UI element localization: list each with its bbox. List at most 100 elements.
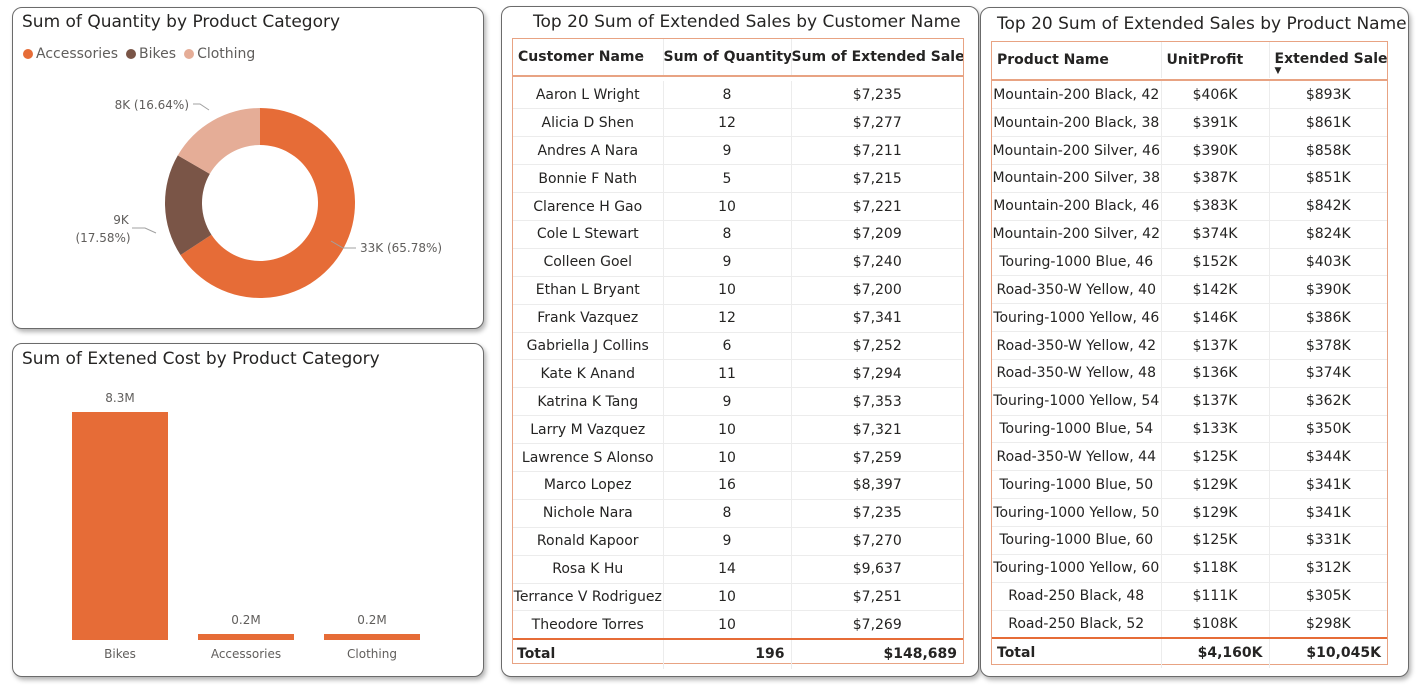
legend-item-clothing[interactable]: Clothing bbox=[184, 46, 255, 62]
customer-row[interactable]: Alicia D Shen 12 $7,277 bbox=[513, 108, 963, 138]
product-row[interactable]: Touring-1000 Yellow, 60 $118K $312K bbox=[992, 554, 1387, 583]
quantity-cell: 10 bbox=[662, 610, 791, 640]
extended-sales-cell: $7,221 bbox=[790, 192, 963, 221]
customer-name-cell: Katrina K Tang bbox=[513, 387, 663, 417]
product-name-cell: Mountain-200 Black, 42 bbox=[992, 81, 1161, 110]
column-header-product-name[interactable]: Product Name bbox=[997, 52, 1109, 68]
customer-row[interactable]: Theodore Torres 10 $7,269 bbox=[513, 610, 963, 640]
customer-row[interactable]: Frank Vazquez 12 $7,341 bbox=[513, 304, 963, 333]
product-row[interactable]: Mountain-200 Black, 38 $391K $861K bbox=[992, 108, 1387, 138]
bar-bikes[interactable] bbox=[72, 412, 168, 640]
quantity-cell: 11 bbox=[662, 359, 791, 389]
product-row[interactable]: Touring-1000 Blue, 50 $129K $341K bbox=[992, 470, 1387, 500]
extended-sales-cell: $390K bbox=[1268, 275, 1387, 305]
product-row[interactable]: Touring-1000 Blue, 54 $133K $350K bbox=[992, 415, 1387, 444]
leader-line-clothing bbox=[193, 103, 210, 111]
unitprofit-cell: $125K bbox=[1160, 526, 1269, 555]
bar-accessories[interactable] bbox=[198, 634, 294, 640]
extended-sales-cell: $7,270 bbox=[790, 527, 963, 556]
product-row[interactable]: Road-250 Black, 48 $111K $305K bbox=[992, 582, 1387, 611]
extended-sales-cell: $378K bbox=[1268, 331, 1387, 360]
donut-chart-title: Sum of Quantity by Product Category bbox=[22, 12, 341, 32]
customer-row[interactable]: Andres A Nara 9 $7,211 bbox=[513, 136, 963, 166]
product-row[interactable]: Mountain-200 Black, 46 $383K $842K bbox=[992, 192, 1387, 221]
unitprofit-cell: $374K bbox=[1160, 220, 1269, 249]
extended-sales-cell: $842K bbox=[1268, 192, 1387, 221]
customer-total-quantity: 196 bbox=[662, 637, 791, 669]
quantity-cell: 10 bbox=[662, 415, 791, 445]
product-row[interactable]: Road-350-W Yellow, 48 $136K $374K bbox=[992, 359, 1387, 388]
quantity-cell: 9 bbox=[662, 248, 791, 277]
product-row[interactable]: Touring-1000 Blue, 46 $152K $403K bbox=[992, 248, 1387, 277]
extended-sales-cell: $858K bbox=[1268, 136, 1387, 166]
product-name-cell: Road-350-W Yellow, 40 bbox=[992, 275, 1161, 305]
product-row[interactable]: Road-250 Black, 52 $108K $298K bbox=[992, 610, 1387, 639]
extended-sales-cell: $7,251 bbox=[790, 583, 963, 612]
quantity-cell: 12 bbox=[662, 304, 791, 333]
legend-dot-clothing bbox=[184, 49, 195, 59]
donut-slice-bikes[interactable] bbox=[165, 155, 212, 256]
extended-sales-cell: $7,353 bbox=[790, 387, 963, 417]
customer-row[interactable]: Larry M Vazquez 10 $7,321 bbox=[513, 415, 963, 445]
donut-slice-clothing[interactable] bbox=[177, 108, 260, 174]
customer-row[interactable]: Ronald Kapoor 9 $7,270 bbox=[513, 527, 963, 556]
customer-row[interactable]: Terrance V Rodriguez 10 $7,251 bbox=[513, 583, 963, 612]
product-table-card: Top 20 Sum of Extended Sales by Product … bbox=[980, 7, 1409, 677]
bar-chart: 8.3M Bikes 0.2M Accessories 0.2M Clothing bbox=[72, 391, 420, 661]
sort-descending-icon: ▼ bbox=[1274, 66, 1282, 76]
product-row[interactable]: Touring-1000 Blue, 60 $125K $331K bbox=[992, 526, 1387, 555]
leader-line-accessories bbox=[330, 240, 356, 249]
unitprofit-cell: $137K bbox=[1160, 331, 1269, 360]
donut-chart: 8K (16.64%) 9K (17.58%) 33K (65.78%) bbox=[75, 98, 442, 298]
column-header-sum-of-quantity[interactable]: Sum of Quantity bbox=[662, 39, 791, 75]
product-row[interactable]: Mountain-200 Silver, 42 $374K $824K bbox=[992, 220, 1387, 249]
customer-row[interactable]: Clarence H Gao 10 $7,221 bbox=[513, 192, 963, 221]
customer-total-row: Total 196 $148,689 bbox=[513, 637, 963, 669]
donut-slice-accessories[interactable] bbox=[180, 108, 355, 298]
customer-row[interactable]: Gabriella J Collins 6 $7,252 bbox=[513, 332, 963, 361]
customer-row[interactable]: Nichole Nara 8 $7,235 bbox=[513, 499, 963, 528]
product-row[interactable]: Road-350-W Yellow, 44 $125K $344K bbox=[992, 442, 1387, 472]
extended-sales-cell: $7,235 bbox=[790, 499, 963, 528]
customer-total-label: Total bbox=[513, 637, 663, 669]
product-name-cell: Touring-1000 Yellow, 50 bbox=[992, 498, 1161, 527]
extended-sales-cell: $7,341 bbox=[790, 304, 963, 333]
customer-row[interactable]: Kate K Anand 11 $7,294 bbox=[513, 359, 963, 389]
legend-item-bikes[interactable]: Bikes bbox=[126, 46, 176, 62]
customer-row[interactable]: Cole L Stewart 8 $7,209 bbox=[513, 220, 963, 249]
extended-sales-cell: $9,637 bbox=[790, 555, 963, 584]
column-header-extended-sales[interactable]: Extended Sales ▼ bbox=[1268, 42, 1387, 78]
extended-sales-cell: $861K bbox=[1268, 108, 1387, 138]
legend-item-accessories[interactable]: Accessories bbox=[23, 46, 118, 62]
bar-clothing[interactable] bbox=[324, 634, 420, 640]
customer-row[interactable]: Colleen Goel 9 $7,240 bbox=[513, 248, 963, 277]
extended-sales-cell: $893K bbox=[1268, 81, 1387, 110]
customer-row[interactable]: Marco Lopez 16 $8,397 bbox=[513, 471, 963, 500]
customer-row[interactable]: Aaron L Wright 8 $7,235 bbox=[513, 81, 963, 110]
unitprofit-cell: $108K bbox=[1160, 610, 1269, 639]
customer-row[interactable]: Bonnie F Nath 5 $7,215 bbox=[513, 164, 963, 194]
customer-row[interactable]: Lawrence S Alonso 10 $7,259 bbox=[513, 443, 963, 472]
column-header-sum-of-extended-sales[interactable]: Sum of Extended Sales bbox=[790, 39, 963, 75]
customer-row[interactable]: Katrina K Tang 9 $7,353 bbox=[513, 387, 963, 417]
column-header-customer-name[interactable]: Customer Name bbox=[518, 49, 644, 65]
product-row[interactable]: Mountain-200 Black, 42 $406K $893K bbox=[992, 81, 1387, 110]
product-row[interactable]: Mountain-200 Silver, 46 $390K $858K bbox=[992, 136, 1387, 166]
product-name-cell: Road-250 Black, 48 bbox=[992, 582, 1161, 611]
product-row[interactable]: Touring-1000 Yellow, 46 $146K $386K bbox=[992, 303, 1387, 333]
customer-row[interactable]: Ethan L Bryant 10 $7,200 bbox=[513, 276, 963, 305]
product-row[interactable]: Mountain-200 Silver, 38 $387K $851K bbox=[992, 164, 1387, 193]
product-total-row: Total $4,160K $10,045K bbox=[992, 636, 1387, 668]
customer-row[interactable]: Rosa K Hu 14 $9,637 bbox=[513, 555, 963, 584]
product-row[interactable]: Touring-1000 Yellow, 50 $129K $341K bbox=[992, 498, 1387, 527]
product-row[interactable]: Touring-1000 Yellow, 54 $137K $362K bbox=[992, 387, 1387, 416]
extended-sales-cell: $8,397 bbox=[790, 471, 963, 500]
column-header-unitprofit[interactable]: UnitProfit bbox=[1160, 42, 1269, 78]
product-table: Product Name UnitProfit Extended Sales ▼… bbox=[992, 42, 1387, 668]
quantity-cell: 16 bbox=[662, 471, 791, 500]
product-row[interactable]: Road-350-W Yellow, 42 $137K $378K bbox=[992, 331, 1387, 360]
extended-sales-cell: $403K bbox=[1268, 248, 1387, 277]
product-row[interactable]: Road-350-W Yellow, 40 $142K $390K bbox=[992, 275, 1387, 305]
customer-name-cell: Kate K Anand bbox=[513, 359, 663, 389]
customer-name-cell: Marco Lopez bbox=[513, 471, 663, 500]
